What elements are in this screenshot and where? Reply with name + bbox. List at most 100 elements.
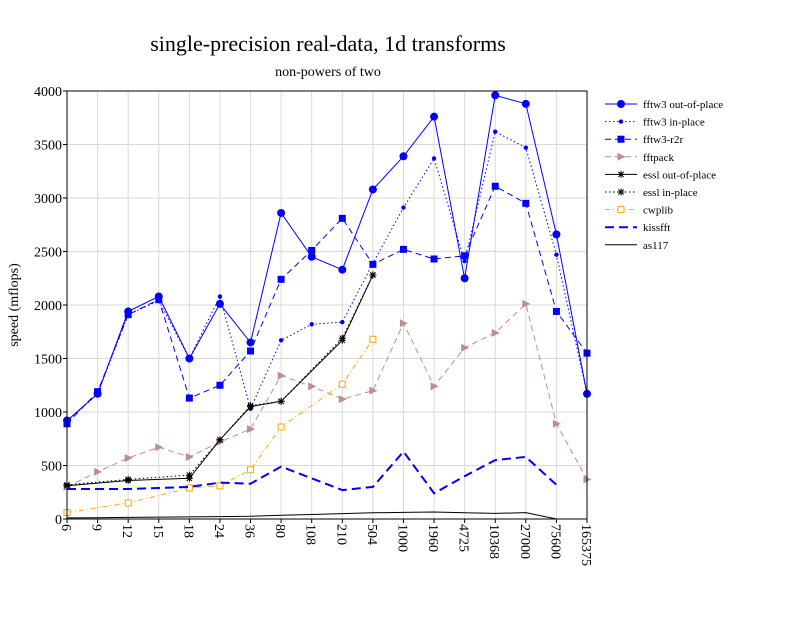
x-tick-label: 6 [58,524,73,531]
data-point [491,182,499,190]
data-point [277,208,286,217]
x-tick-label: 108 [303,524,318,545]
x-tick-label: 210 [333,524,348,545]
data-point [340,319,345,325]
data-point [401,205,406,210]
x-tick-label: 80 [272,524,287,538]
data-point [155,443,164,452]
data-point [94,467,103,476]
data-point [338,214,346,222]
data-point [399,152,408,161]
data-point [308,246,316,254]
data-point [369,335,377,343]
y-tick-label: 3500 [34,139,62,154]
data-point [124,475,132,483]
data-point [431,156,437,161]
legend-label: fftw3 in-place [643,117,705,129]
y-tick-label: 2500 [34,246,62,261]
data-point [185,452,194,461]
series-cwplib [63,335,377,517]
y-tick-label: 2000 [34,299,62,314]
x-tick-label: 75600 [547,524,562,559]
legend-item-fftw3-r2r: fftw3-r2r [605,134,683,146]
legend-item-fftpack: fftpack [605,152,674,164]
data-point [369,260,377,268]
data-point [552,307,560,315]
data-point [124,499,132,507]
chart-title: single-precision real-data, 1d transform… [150,31,506,56]
x-tick-label: 12 [119,524,134,538]
data-point [430,112,439,121]
x-axis: 6 9 12 15 18 24 36 80 108 210 504 1000 1960 4725 10368… [58,519,593,566]
data-point [552,419,561,428]
data-point [338,395,347,404]
x-tick-label: 36 [242,524,257,538]
data-point [462,258,467,264]
data-point [369,271,377,279]
series-line [66,338,374,514]
data-point [338,380,346,388]
legend-label: essl out-of-place [643,169,716,181]
series-fftpack [63,299,592,491]
data-point [461,343,470,352]
data-point [399,319,408,328]
x-tick-label: 24 [211,524,226,538]
legend-label: fftw3 out-of-place [643,99,723,111]
legend-marker [617,152,626,161]
data-point [522,299,531,308]
legend-marker [617,135,625,143]
x-tick-label: 4725 [456,524,471,552]
data-point [247,402,255,410]
data-point [277,397,285,405]
x-tick-label: 504 [364,524,379,545]
x-tick-label: 15 [150,524,165,538]
data-point [521,99,530,108]
series-line [66,274,374,486]
data-point [338,265,347,274]
data-point [216,381,224,389]
series-line [66,511,557,520]
legend-item-essl-in-place: essl in-place [605,187,698,199]
data-point [493,129,498,134]
legend-label: essl in-place [643,187,698,199]
data-point [185,471,193,479]
data-point [94,388,102,396]
series-line [66,185,588,425]
data-point [124,454,133,463]
series-as117 [66,511,557,520]
series-line [66,130,588,422]
data-point [246,338,255,347]
data-point [124,311,132,319]
legend-item-cwplib: cwplib [605,205,673,217]
data-point [215,299,224,308]
data-point [247,425,256,434]
legend-marker [617,170,625,178]
series-line [66,94,588,421]
y-tick-label: 1000 [34,406,62,421]
data-point [338,334,346,342]
legend-item-essl-out-of-place: essl out-of-place [605,169,716,181]
legend-label: fftpack [643,152,674,164]
data-point [277,275,285,283]
data-point [430,382,439,391]
data-point [369,386,378,395]
legend: fftw3 out-of-place fftw3 in-place fftw3-r2… [605,99,723,252]
x-tick-label: 10368 [486,524,501,559]
data-point [308,382,317,391]
data-point [368,185,377,194]
y-axis-label: speed (mflops) [7,263,22,347]
data-point [216,482,224,490]
data-point [554,252,559,257]
grid [67,90,587,520]
data-point [247,466,255,474]
legend-marker [617,100,625,108]
series-line [66,302,588,488]
data-point [491,91,500,100]
y-tick-label: 3000 [34,192,62,207]
x-tick-label: 9 [89,524,104,531]
legend-item-kissfft: kissfft [605,222,670,234]
series-fftw3-in-place [64,129,590,424]
legend-marker [617,188,625,196]
legend-item-fftw3-out-of-place: fftw3 out-of-place [605,99,723,111]
